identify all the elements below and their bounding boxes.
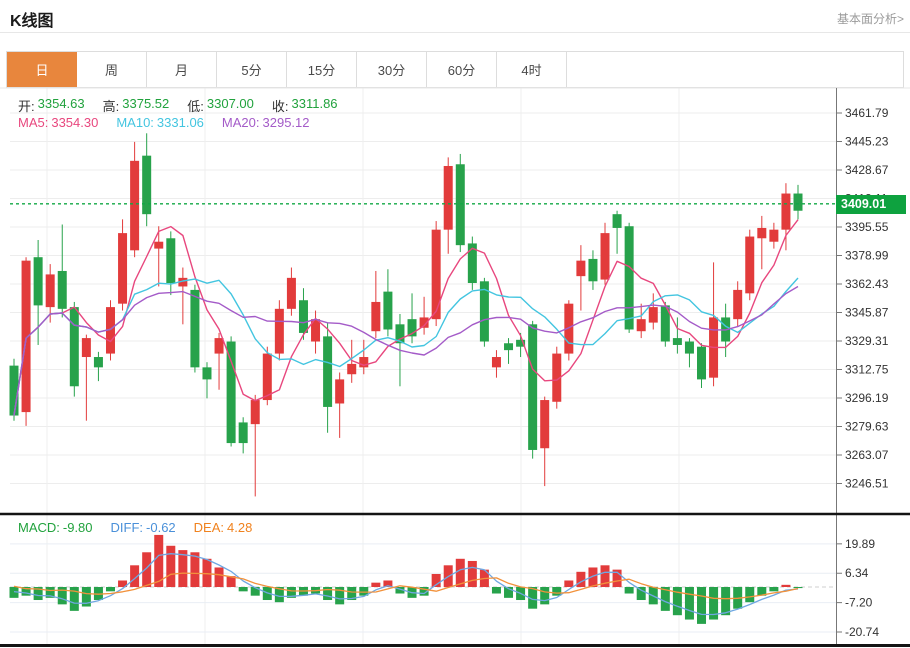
tab-period-2[interactable]: 周 — [77, 52, 147, 87]
ma20-label: MA20: — [221, 115, 260, 130]
current-price-badge: 3409.01 — [836, 195, 906, 214]
high-value: 3375.52 — [122, 96, 170, 111]
open-label: 开: — [18, 99, 35, 114]
period-tab-strip: 日周月 5分 15分 30分 60分 4时 — [6, 51, 904, 88]
svg-text:3263.07: 3263.07 — [845, 448, 889, 462]
tab-period-5[interactable]: 15分 — [287, 52, 357, 87]
ma10-value: 3331.06 — [156, 115, 204, 130]
tab-period-4[interactable]: 5分 — [217, 52, 287, 87]
ohlc-legend: 开: 3354.63 高: 3375.52 低: 3307.00 收: 3311.86 — [18, 96, 338, 115]
close-label: 收: — [271, 99, 289, 114]
macd-legend: MACD: -9.80 DIFF: -0.62 DEA: 4.28 — [18, 520, 252, 535]
tab-period-8[interactable]: 4时 — [497, 52, 567, 87]
svg-text:6.34: 6.34 — [845, 566, 869, 580]
svg-text:3428.67: 3428.67 — [845, 163, 889, 177]
open-value: 3354.63 — [37, 96, 85, 111]
close-value: 3311.86 — [291, 96, 338, 111]
svg-text:3461.79: 3461.79 — [845, 106, 889, 120]
svg-text:3378.99: 3378.99 — [845, 249, 889, 263]
svg-text:3312.75: 3312.75 — [845, 363, 889, 377]
divider — [0, 32, 910, 33]
svg-text:3362.43: 3362.43 — [845, 277, 889, 291]
page-title: K线图 — [10, 13, 54, 30]
svg-text:3296.19: 3296.19 — [845, 391, 889, 405]
dea-label: DEA: — [193, 520, 225, 535]
ma5-value: 3354.30 — [51, 115, 99, 130]
diff-label: DIFF: — [110, 520, 144, 535]
tab-period-6[interactable]: 30分 — [357, 52, 427, 87]
dea-value: 4.28 — [227, 520, 253, 535]
macd-value: -9.80 — [62, 520, 93, 535]
tab-period-3[interactable]: 月 — [147, 52, 217, 87]
tab-period-7[interactable]: 60分 — [427, 52, 497, 87]
ma20-value: 3295.12 — [262, 115, 310, 130]
high-label: 高: — [102, 99, 120, 114]
low-label: 低: — [187, 99, 204, 114]
fundamental-analysis-link[interactable]: 基本面分析> — [836, 12, 904, 26]
svg-text:-20.74: -20.74 — [845, 625, 879, 639]
diff-value: -0.62 — [146, 520, 176, 535]
ma-legend: MA5: 3354.30 MA10: 3331.06 MA20: 3295.12 — [18, 115, 310, 130]
macd-label: MACD: — [18, 520, 60, 535]
ma5-label: MA5: — [18, 115, 49, 130]
svg-text:3345.87: 3345.87 — [845, 306, 889, 320]
svg-text:-7.20: -7.20 — [845, 596, 873, 610]
tab-period-1[interactable]: 日 — [7, 52, 77, 87]
svg-text:3279.63: 3279.63 — [845, 420, 889, 434]
svg-text:19.89: 19.89 — [845, 537, 875, 551]
low-value: 3307.00 — [206, 96, 254, 111]
svg-text:3395.55: 3395.55 — [845, 220, 889, 234]
ma10-label: MA10: — [116, 115, 154, 130]
svg-text:3329.31: 3329.31 — [845, 334, 889, 348]
svg-text:3445.23: 3445.23 — [845, 135, 889, 149]
svg-text:3246.51: 3246.51 — [845, 477, 889, 491]
